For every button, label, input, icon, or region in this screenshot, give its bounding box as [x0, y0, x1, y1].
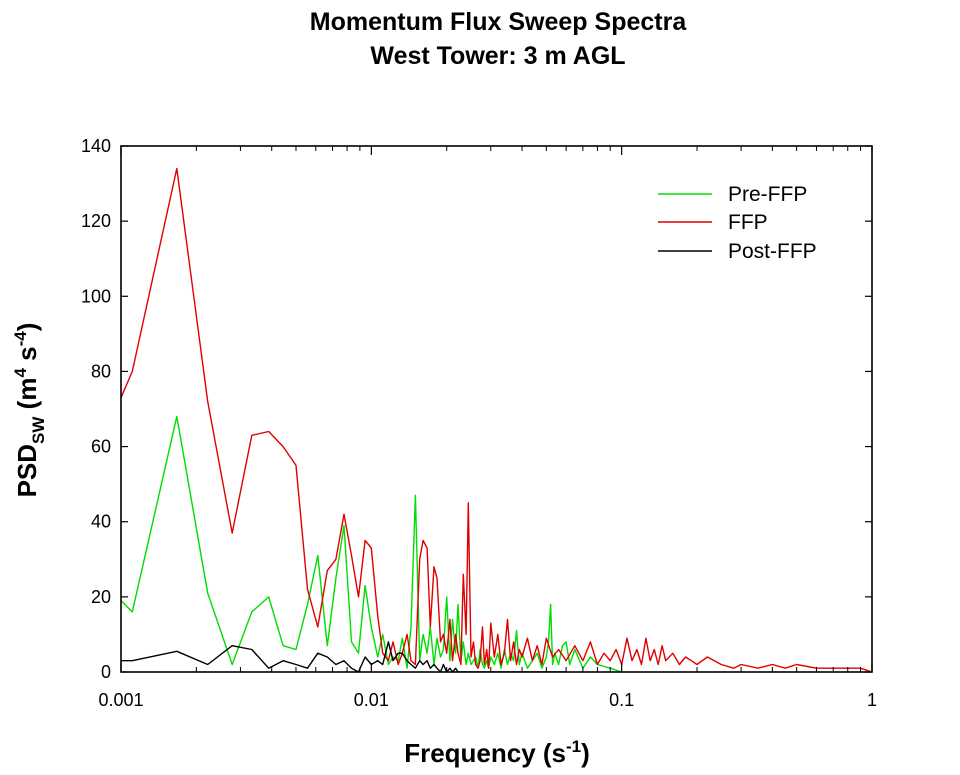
- y-tick-label: 120: [81, 211, 111, 231]
- y-tick-label: 60: [91, 437, 111, 457]
- y-tick-label: 80: [91, 361, 111, 381]
- x-tick-label: 0.1: [609, 690, 634, 710]
- y-tick-label: 20: [91, 587, 111, 607]
- y-axis-label: PSDSW (m4 s-4): [11, 323, 48, 498]
- series-line-ffp: [121, 167, 872, 672]
- chart-subtitle: West Tower: 3 m AGL: [370, 42, 626, 70]
- legend: Pre-FFP FFP Post-FFP: [658, 183, 817, 263]
- y-tick-label: 40: [91, 512, 111, 532]
- series-line-post-ffp: [121, 641, 567, 672]
- series-line-pre-ffp: [121, 415, 622, 672]
- legend-label-ffp: FFP: [728, 211, 768, 234]
- y-tick-label: 100: [81, 286, 111, 306]
- x-axis-label: Frequency (s-1): [404, 737, 590, 768]
- plot-area: 0 20 40 60 80 100 120 140 0.001 0.01 0.1 1: [81, 136, 877, 710]
- x-tick-label: 0.001: [98, 690, 143, 710]
- chart-title: Momentum Flux Sweep Spectra: [309, 8, 687, 36]
- x-tick-label: 1: [867, 690, 877, 710]
- series-layer: [121, 167, 872, 672]
- x-tick-label: 0.01: [354, 690, 389, 710]
- plot-frame: [120, 145, 873, 673]
- legend-label-post-ffp: Post-FFP: [728, 240, 817, 263]
- y-tick-label: 140: [81, 136, 111, 156]
- ticks-layer: 0 20 40 60 80 100 120 140 0.001 0.01 0.1 1: [81, 136, 877, 710]
- y-tick-label: 0: [101, 662, 111, 682]
- legend-label-pre-ffp: Pre-FFP: [728, 183, 807, 206]
